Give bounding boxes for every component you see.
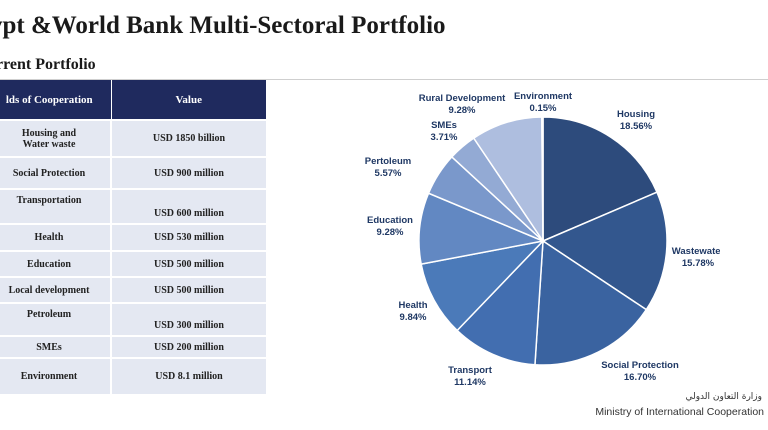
- cell-field: Housing and Water waste: [0, 119, 112, 157]
- ministry-logo-english: Ministry of International Cooperation: [595, 406, 764, 418]
- pie-value-label: 11.14%: [454, 377, 486, 388]
- pie-label: Pertoleum: [365, 156, 411, 167]
- cell-field: Environment: [0, 357, 112, 394]
- cell-value: USD 500 million: [111, 276, 266, 303]
- pie-slice-wastewater: [541, 191, 668, 311]
- pie-value-label: 5.57%: [375, 168, 402, 179]
- table-header-row: lds of Cooperation Value: [0, 80, 266, 120]
- cell-field: Local development: [0, 276, 112, 303]
- column-header-fields: lds of Cooperation: [0, 80, 112, 120]
- cell-field: Social Protection: [0, 156, 112, 189]
- pie-slice-social-protection: [534, 239, 648, 366]
- cell-field: Transportation: [0, 188, 112, 224]
- cell-field: Health: [0, 223, 112, 251]
- cell-field: SMEs: [0, 335, 112, 358]
- table-row: Environment USD 8.1 million: [0, 357, 266, 394]
- pie-label: Health: [398, 300, 427, 311]
- cell-value: USD 200 million: [111, 335, 266, 358]
- pie-slice-housing: [542, 116, 658, 243]
- table-row: Education USD 500 million: [0, 250, 266, 277]
- pie-value-label: 15.78%: [682, 258, 715, 269]
- cell-field-line: Housing and: [21, 127, 77, 139]
- table-row: Local development USD 500 million: [0, 276, 266, 303]
- pie-label: Education: [367, 215, 413, 226]
- table-row: Social Protection USD 900 million: [0, 156, 266, 189]
- table-row: Health USD 530 million: [0, 223, 266, 251]
- pie-label: Environment: [514, 91, 573, 102]
- cell-value: USD 530 million: [111, 223, 266, 251]
- cell-value: USD 1850 billion: [111, 119, 266, 157]
- cell-value: USD 900 million: [111, 156, 266, 189]
- cell-field-line: Water waste: [22, 138, 76, 150]
- cell-field: Education: [0, 250, 112, 277]
- cell-value: USD 8.1 million: [111, 357, 266, 394]
- pie-value-label: 9.28%: [449, 105, 476, 116]
- table-row: Transportation USD 600 million: [0, 188, 266, 224]
- pie-label: Social Protection: [601, 360, 679, 371]
- pie-slice-environment: [541, 116, 544, 242]
- divider: [0, 79, 768, 80]
- ministry-logo-arabic: وزارة التعاون الدولي: [685, 392, 762, 402]
- slide-title: ypt &World Bank Multi-Sectoral Portfolio: [0, 12, 446, 39]
- pie-label: Wastewater: [672, 246, 720, 257]
- portfolio-table: lds of Cooperation Value Housing and Wat…: [0, 80, 266, 394]
- cell-value: USD 300 million: [111, 302, 266, 336]
- pie-value-label: 9.28%: [377, 227, 404, 238]
- section-subtitle: rrent Portfolio: [0, 56, 96, 73]
- pie-value-label: 0.15%: [530, 103, 557, 114]
- pie-value-label: 16.70%: [624, 372, 657, 383]
- column-header-value: Value: [111, 80, 266, 120]
- pie-value-label: 18.56%: [620, 121, 653, 132]
- pie-label: Housing: [617, 109, 655, 120]
- table-row: Petroleum USD 300 million: [0, 302, 266, 336]
- pie-label: Transport: [448, 365, 493, 376]
- cell-field: Petroleum: [0, 302, 112, 336]
- table-row: Housing and Water waste USD 1850 billion: [0, 119, 266, 157]
- pie-label: Rural Development: [419, 93, 506, 104]
- pie-label: SMEs: [431, 120, 457, 131]
- pie-slice-transport: [456, 238, 544, 366]
- pie-value-label: 9.84%: [400, 312, 427, 323]
- cell-value: USD 600 million: [111, 188, 266, 224]
- pie-value-label: 3.71%: [431, 132, 458, 143]
- pie-slice-health: [420, 239, 546, 332]
- cell-value: USD 500 million: [111, 250, 266, 277]
- table-row: SMEs USD 200 million: [0, 335, 266, 358]
